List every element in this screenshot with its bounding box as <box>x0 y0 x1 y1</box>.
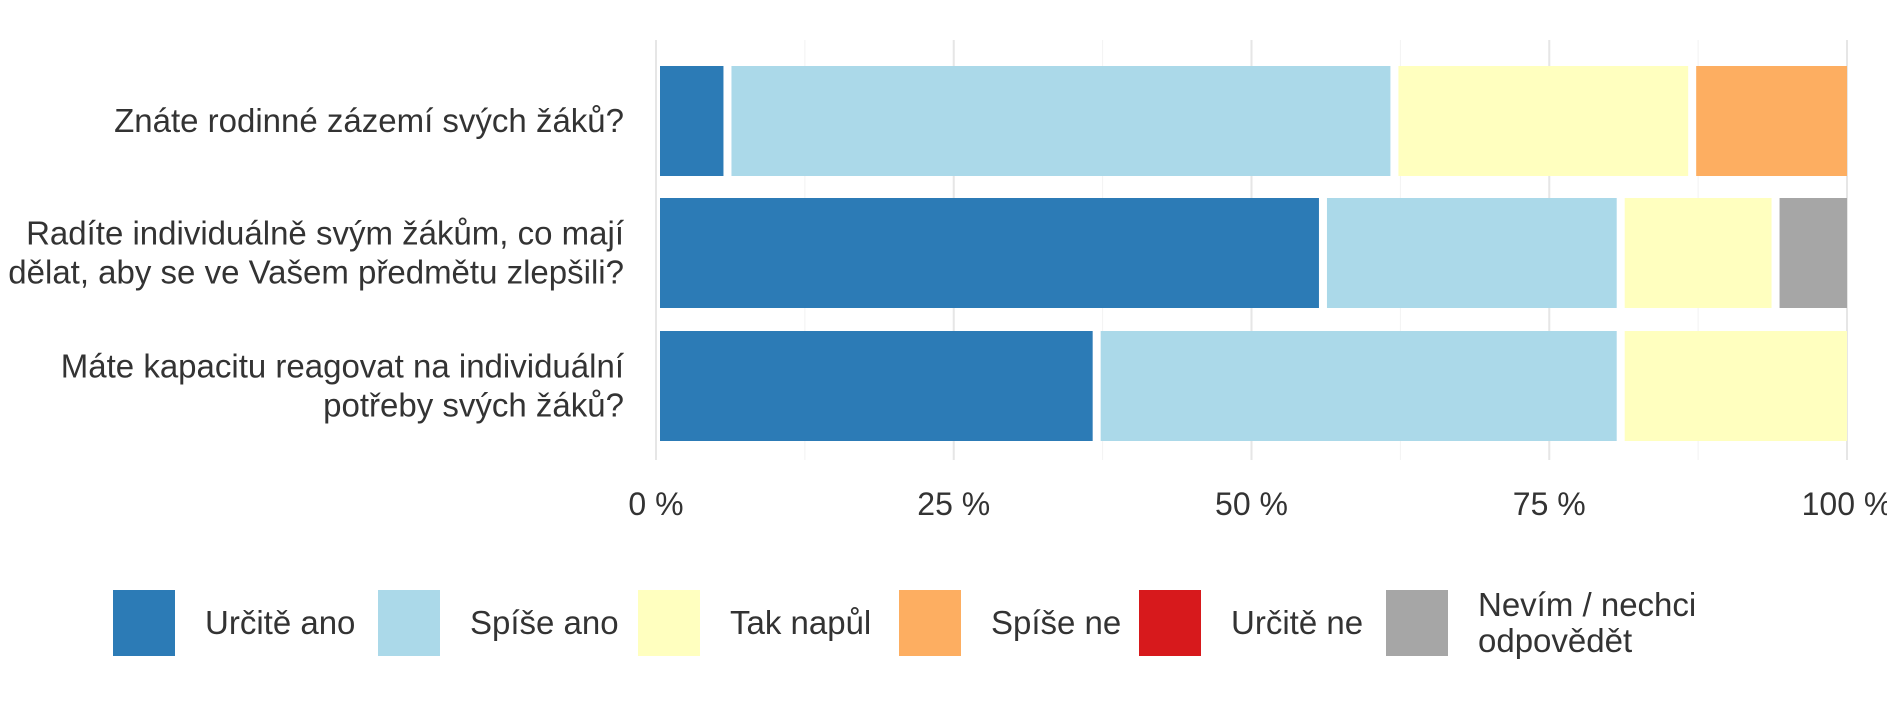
x-tick-label: 25 % <box>917 486 990 522</box>
legend-swatch <box>899 590 961 656</box>
bar-segment <box>660 198 1319 308</box>
legend-item: Určitě ano <box>113 585 355 661</box>
x-tick-label: 50 % <box>1215 486 1288 522</box>
x-tick-label: 75 % <box>1513 486 1586 522</box>
legend-swatch <box>1139 590 1201 656</box>
bar-segment <box>1624 331 1847 441</box>
legend-swatch <box>638 590 700 656</box>
legend-item: Spíše ne <box>899 585 1121 661</box>
bar-segment <box>1696 66 1847 176</box>
x-tick-label: 0 % <box>628 486 683 522</box>
legend-label: Určitě ano <box>205 604 356 641</box>
stacked-bar-chart: Znáte rodinné zázemí svých žáků? Radíte i… <box>8 40 1887 522</box>
x-axis-tick-labels: 0 % 25 % 50 % 75 % 100 % <box>628 486 1887 522</box>
bar-segment <box>1398 66 1689 176</box>
category-labels: Znáte rodinné zázemí svých žáků? Radíte i… <box>8 102 624 424</box>
bar-segment <box>1326 198 1617 308</box>
x-tick-label: 100 % <box>1802 486 1887 522</box>
bar-segment <box>1779 198 1847 308</box>
legend-label: Spíše ne <box>991 604 1122 641</box>
legend-item: Spíše ano <box>378 585 619 661</box>
legend-item: Určitě ne <box>1139 585 1363 661</box>
bar-segment <box>731 66 1391 176</box>
bar-segment <box>660 331 1093 441</box>
legend-label: Určitě ne <box>1231 604 1364 641</box>
category-label: Máte kapacitu reagovat na individuální po… <box>61 348 624 424</box>
legend-swatch <box>1386 590 1448 656</box>
legend-item: Nevím / nechci odpovědět <box>1386 585 1696 661</box>
legend-label: Nevím / nechci odpovědět <box>1478 586 1697 659</box>
bar-segment <box>660 66 724 176</box>
bar-segments <box>660 66 1847 441</box>
legend-label: Tak napůl <box>730 604 872 641</box>
legend-label: Spíše ano <box>470 604 619 641</box>
bar-segment <box>1100 331 1617 441</box>
legend: Určitě ano Spíše ano Tak napůl Spíše ne Urči… <box>0 585 1887 685</box>
legend-swatch <box>378 590 440 656</box>
category-label: Radíte individuálně svým žákům, co mají d… <box>8 215 624 291</box>
legend-swatch <box>113 590 175 656</box>
bar-segment <box>1624 198 1772 308</box>
legend-item: Tak napůl <box>638 585 871 661</box>
category-label: Znáte rodinné zázemí svých žáků? <box>114 102 624 139</box>
